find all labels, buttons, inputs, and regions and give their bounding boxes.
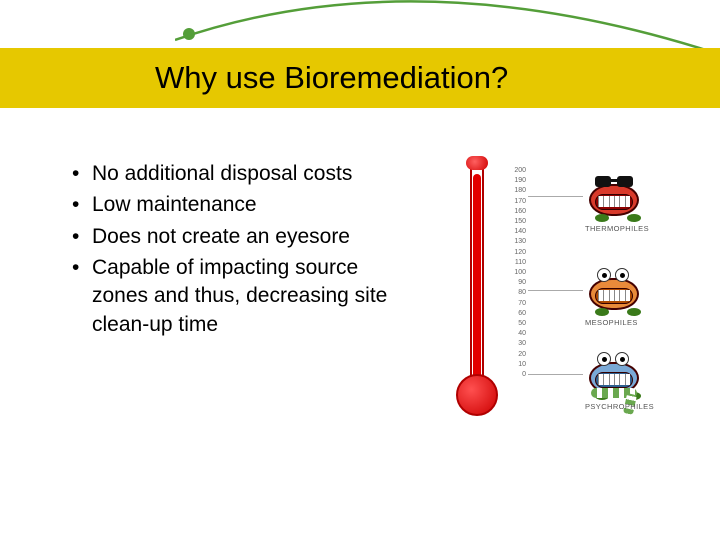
scale-tick: 200 [508,166,526,176]
microbe-label: MESOPHILES [585,318,638,327]
scale-tick: 50 [508,319,526,329]
scale-tick: 10 [508,360,526,370]
bullet-content: No additional disposal costs Low mainten… [68,160,398,342]
microbe-feet [595,214,641,222]
scale-tick: 0 [508,370,526,380]
microbe-feet [595,308,641,316]
thermometer-figure: 2001901801701601501401301201101009080706… [440,154,680,434]
microbe-psychrophiles [585,350,643,398]
bullet-item: Does not create an eyesore [68,223,398,251]
scale-tick: 160 [508,207,526,217]
page-title: Why use Bioremediation? [155,60,508,96]
scale-tick: 170 [508,197,526,207]
scale-tick: 110 [508,258,526,268]
connector-line [528,374,583,375]
scale-tick: 120 [508,248,526,258]
connector-line [528,290,583,291]
scale-tick: 180 [508,186,526,196]
scale-tick: 60 [508,309,526,319]
scale-tick: 100 [508,268,526,278]
microbe-teeth [598,374,630,385]
scale-tick: 130 [508,237,526,247]
connector-line [528,196,583,197]
bullet-item: Capable of impacting source zones and th… [68,254,398,339]
sunglasses-icon [595,176,633,188]
scale-tick: 70 [508,299,526,309]
microbe-teeth [598,290,630,301]
scale-tick: 90 [508,278,526,288]
bullet-item: No additional disposal costs [68,160,398,188]
scale-tick: 140 [508,227,526,237]
thermometer-fill [473,174,481,386]
thermometer [452,154,502,434]
scale-tick: 30 [508,339,526,349]
scale-tick: 20 [508,350,526,360]
thermometer-tip [466,156,488,170]
thermometer-scale: 2001901801701601501401301201101009080706… [508,166,526,380]
scale-tick: 40 [508,329,526,339]
microbe-label: PSYCHROPHILES [585,402,654,411]
microbe-eyes [597,352,629,366]
scale-tick: 80 [508,288,526,298]
microbe-thermophiles [585,172,643,220]
microbe-mesophiles [585,266,643,314]
title-bar: Why use Bioremediation? [0,48,720,108]
scale-tick: 150 [508,217,526,227]
bullet-list: No additional disposal costs Low mainten… [68,160,398,339]
scale-tick: 190 [508,176,526,186]
microbe-label: THERMOPHILES [585,224,649,233]
microbe-teeth [598,196,630,207]
microbe-eyes [597,268,629,282]
thermometer-bulb [456,374,498,416]
bullet-item: Low maintenance [68,191,398,219]
